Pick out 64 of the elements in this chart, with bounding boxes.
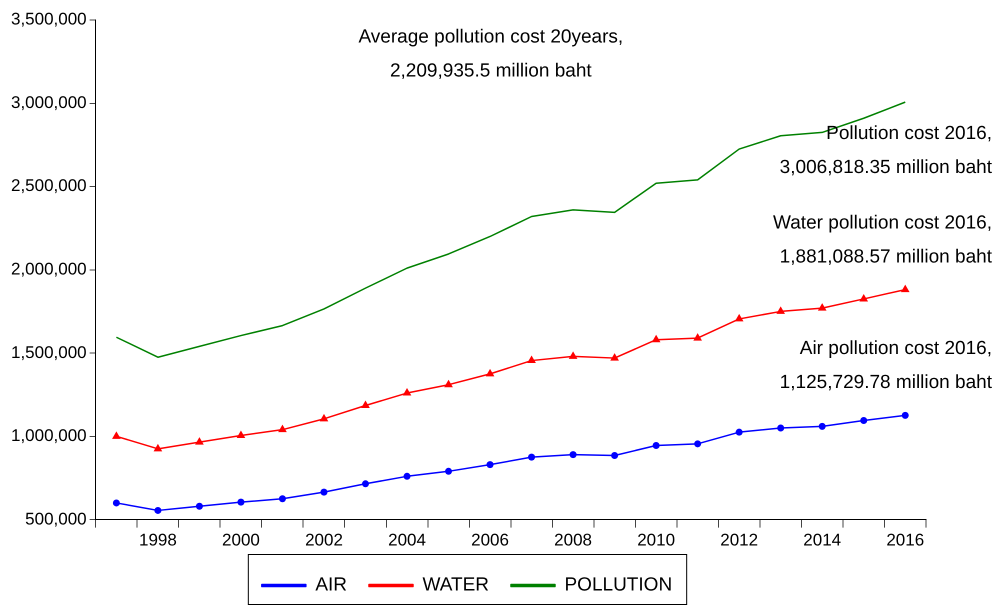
point [196,502,203,510]
annotation: Average pollution cost 20years, 2,209,935.5 million baht [358,26,624,82]
point [278,424,287,432]
x-tick-label: 2012 [720,530,758,550]
point [154,506,162,514]
y-tick-label: 1,000,000 [10,426,87,446]
point [652,334,660,342]
point [278,495,286,502]
x-tick-label: 2016 [886,530,924,550]
point [320,414,328,422]
point [237,498,244,506]
legend-label: WATER [422,574,489,596]
point [320,488,328,496]
y-tick-label: 3,000,000 [10,92,87,112]
point [652,442,660,449]
point [404,472,411,480]
point [236,430,246,438]
annotation: Water pollution cost 2016, 1,881,088.57 million baht [773,212,993,268]
point [486,461,494,468]
legend-label: AIR [315,574,348,596]
point [693,333,702,341]
x-tick-label: 2000 [222,530,260,550]
point [776,306,786,314]
point [610,353,619,361]
point [611,452,618,459]
point [402,388,412,396]
point [112,431,121,439]
y-tick-label: 500,000 [25,509,87,528]
x-tick-label: 2006 [471,530,509,550]
x-tick-label: 2004 [388,530,426,550]
x-tick-label: 2014 [803,530,842,550]
point [361,400,370,408]
point [736,428,743,436]
annotation: Air pollution cost 2016, 1,125,729.78 million baht [780,338,993,394]
legend-label: POLLUTION [564,574,672,596]
y-tick-label: 2,000,000 [10,259,87,278]
point [570,451,577,458]
y-tick-label: 3,500,000 [10,10,87,29]
point [568,351,578,359]
point [112,499,120,506]
x-tick-label: 2008 [554,530,592,550]
annotation: Pollution cost 2016, 3,006,818.35 million baht [780,122,993,178]
point [528,454,536,461]
point [444,380,453,388]
point [362,480,369,488]
point [734,314,744,322]
point [694,440,702,448]
point [902,412,909,419]
x-tick-label: 2010 [637,530,676,550]
point [859,294,868,302]
x-tick-label: 1998 [138,530,177,550]
y-tick-label: 1,500,000 [10,342,87,362]
point [777,424,784,432]
point [527,356,536,364]
point [818,422,826,430]
y-tick-label: 2,500,000 [10,176,87,196]
point [486,368,494,376]
point [860,417,868,424]
point [900,284,910,292]
point [195,437,204,445]
point [818,303,827,311]
point [154,444,162,452]
x-tick-label: 2002 [305,530,343,550]
point [445,468,452,475]
